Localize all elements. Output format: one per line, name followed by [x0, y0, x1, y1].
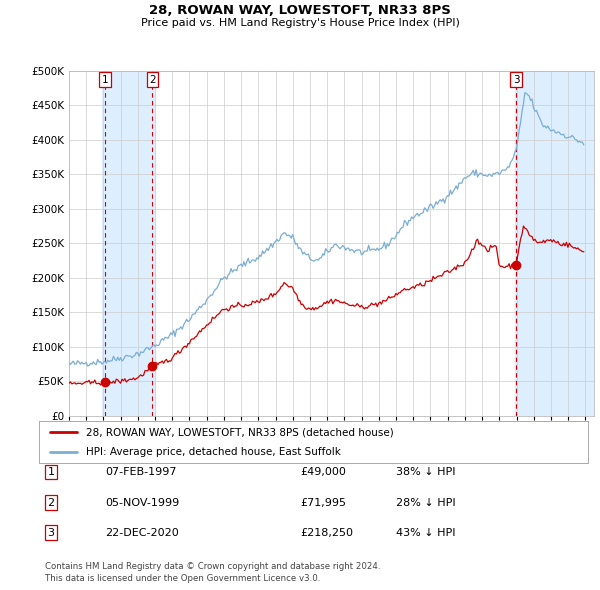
Text: 1: 1: [102, 75, 109, 85]
Text: 28, ROWAN WAY, LOWESTOFT, NR33 8PS: 28, ROWAN WAY, LOWESTOFT, NR33 8PS: [149, 4, 451, 17]
Text: £49,000: £49,000: [300, 467, 346, 477]
Bar: [515, 71, 594, 416]
Text: 22-DEC-2020: 22-DEC-2020: [105, 528, 179, 537]
Text: 07-FEB-1997: 07-FEB-1997: [105, 467, 176, 477]
Text: 38% ↓ HPI: 38% ↓ HPI: [396, 467, 455, 477]
Text: £218,250: £218,250: [300, 528, 353, 537]
Text: 2: 2: [47, 498, 55, 507]
Text: 28% ↓ HPI: 28% ↓ HPI: [396, 498, 455, 507]
Text: 3: 3: [47, 528, 55, 537]
Text: This data is licensed under the Open Government Licence v3.0.: This data is licensed under the Open Gov…: [45, 574, 320, 583]
Text: HPI: Average price, detached house, East Suffolk: HPI: Average price, detached house, East…: [86, 447, 341, 457]
Text: £71,995: £71,995: [300, 498, 346, 507]
Bar: [102, 71, 155, 416]
Text: 3: 3: [513, 75, 520, 85]
Text: 43% ↓ HPI: 43% ↓ HPI: [396, 528, 455, 537]
Text: 28, ROWAN WAY, LOWESTOFT, NR33 8PS (detached house): 28, ROWAN WAY, LOWESTOFT, NR33 8PS (deta…: [86, 427, 394, 437]
Text: Price paid vs. HM Land Registry's House Price Index (HPI): Price paid vs. HM Land Registry's House …: [140, 18, 460, 28]
Text: 1: 1: [47, 467, 55, 477]
Text: 2: 2: [149, 75, 156, 85]
Text: 05-NOV-1999: 05-NOV-1999: [105, 498, 179, 507]
Text: Contains HM Land Registry data © Crown copyright and database right 2024.: Contains HM Land Registry data © Crown c…: [45, 562, 380, 571]
